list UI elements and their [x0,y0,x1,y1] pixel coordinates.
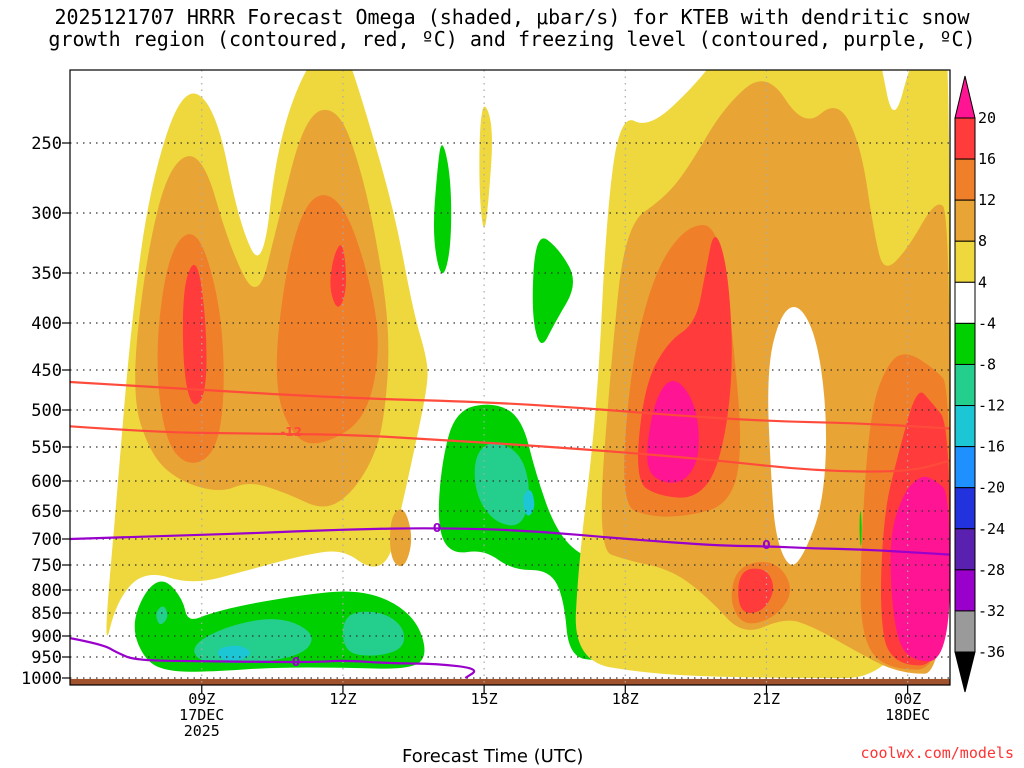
y-tick-label-850: 850 [31,604,62,624]
colorbar-bin-13 [954,610,976,653]
contour-freezing-lower [70,637,476,679]
contour-label-freezing-upper: 0 [433,521,441,535]
colorbar-label--24: -24 [978,520,1005,538]
colorbar-label-4: 4 [978,273,987,291]
chart-title-line-1: 2025121707 HRRR Forecast Omega (shaded, … [54,5,970,29]
y-tick-label-400: 400 [31,314,62,334]
omega-region--12-13 [523,490,535,516]
y-tick-label-550: 550 [31,438,62,458]
contour-freezing-upper [70,527,950,556]
colorbar-label--20: -20 [978,479,1005,497]
x-tick-label-18DEC: 18DEC [885,706,930,724]
x-tick-label-2025: 2025 [184,722,220,740]
contour-dgz-lower [70,425,950,473]
y-tick-label-600: 600 [31,472,62,492]
omega-region-16-21 [738,568,774,613]
contour-dgz-upper [70,380,950,430]
omega-region-4-25 [768,306,827,565]
omega-region-12-3 [276,195,378,444]
omega-region--4-7 [433,145,452,274]
colorbar-label--4: -4 [978,314,996,332]
y-tick-label-650: 650 [31,502,62,522]
colorbar: 20 16 12 8 4 -4 -8 -12 -16 -20 -24 -28 -32 -36 [954,75,1005,693]
colorbar-label-8: 8 [978,232,987,250]
x-tick-label-21Z: 21Z [753,690,780,708]
y-tick-label-300: 300 [31,204,62,224]
y-tick-label-900: 900 [31,627,62,647]
contour-lines: -12 0 0 0 [70,380,950,679]
colorbar-bin-11 [954,528,976,571]
colorbar-bin-10 [954,487,976,530]
colorbar-bin-9 [954,446,976,489]
contour-label-freezing-mid-label: 0 [762,538,770,552]
colorbar-label-20: 20 [978,109,996,127]
x-tick-label-12Z: 12Z [329,690,356,708]
x-tick-label-00Z: 00Z [894,690,921,708]
x-tick-label-18Z: 18Z [612,690,639,708]
omega-region-8-6 [390,509,412,567]
y-tick-label-700: 700 [31,530,62,550]
omega-region-16-5 [330,245,347,307]
y-tick-label-500: 500 [31,401,62,421]
colorbar-label--8: -8 [978,355,996,373]
contour-label-freezing-lower: 0 [292,655,300,669]
colorbar-top-arrow [954,75,976,119]
colorbar-label--32: -32 [978,602,1005,620]
colorbar-label-16: 16 [978,150,996,168]
colorbar-bin-6 [954,322,976,365]
site-credit: coolwx.com/models [860,744,1014,762]
colorbar-bin-2 [954,158,976,201]
y-tick-label-450: 450 [31,361,62,381]
omega-region--4-26 [859,510,862,546]
y-tick-label-250: 250 [31,134,62,154]
ground-surface [70,678,950,685]
colorbar-label--12: -12 [978,397,1005,415]
colorbar-bin-8 [954,405,976,448]
omega-region--8-11 [474,443,529,526]
colorbar-label-12: 12 [978,191,996,209]
colorbar-bin-5 [954,281,976,324]
colorbar-bin-3 [954,199,976,242]
omega-region--8-29 [342,611,405,656]
y-tick-label-800: 800 [31,581,62,601]
contour-label-dgz-lower: -12 [280,425,302,439]
x-tick-label-17DEC: 17DEC [179,706,224,724]
plot-area [70,70,950,685]
omega-region--8-30 [156,606,168,625]
x-tick-label-15Z: 15Z [471,690,498,708]
colorbar-bin-4 [954,240,976,283]
omega-region--4-9 [532,238,573,344]
omega-region-4-8 [479,106,492,228]
omega-region--12-31 [217,645,250,661]
colorbar-bin-7 [954,363,976,407]
colorbar-label--16: -16 [978,438,1005,456]
y-tick-label-1000: 1000 [21,669,62,689]
colorbar-bin-12 [954,569,976,612]
y-tick-label-350: 350 [31,264,62,284]
colorbar-label--28: -28 [978,561,1005,579]
chart-title: 2025121707 HRRR Forecast Omega (shaded, … [0,6,1024,50]
y-tick-label-750: 750 [31,556,62,576]
colorbar-bin-1 [954,117,976,160]
chart-title-line-2: growth region (contoured, red, ºC) and f… [48,27,976,51]
y-tick-label-950: 950 [31,648,62,668]
axes: 250 300 350 400 450 500 550 600 650 700 750 800 850 9… [21,69,951,740]
x-tick-label-09Z: 09Z [188,690,215,708]
colorbar-bottom-arrow [954,651,976,693]
x-axis-label: Forecast Time (UTC) [402,746,584,767]
plot-frame [69,69,951,686]
colorbar-label--36: -36 [978,643,1005,661]
omega-region-20-24 [890,476,950,662]
